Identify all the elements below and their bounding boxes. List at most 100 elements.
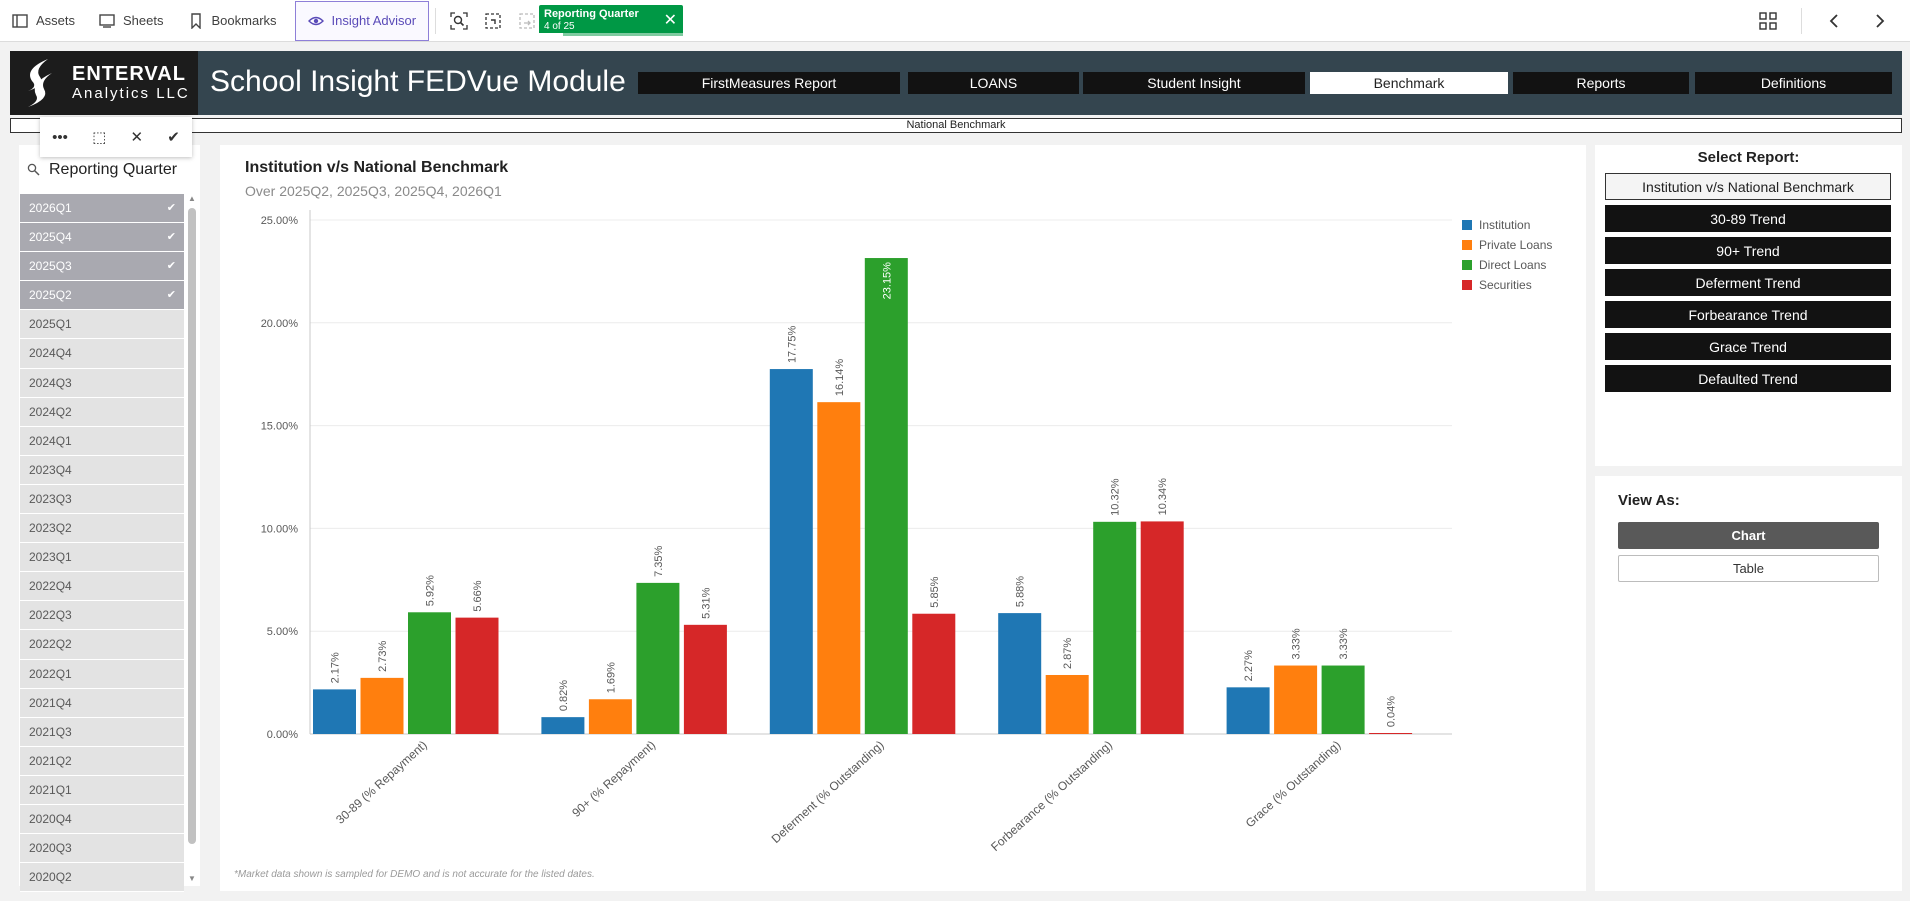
quarter-list: 2026Q1 ✔ 2025Q4 ✔ 2025Q3 ✔ 2025Q2 ✔ 2025Q1 2024Q4… xyxy=(20,194,184,893)
bar-institution xyxy=(1226,687,1270,734)
tab-reports[interactable]: Reports xyxy=(1513,72,1689,94)
view-table-button[interactable]: Table xyxy=(1618,555,1879,582)
quarter-item[interactable]: 2022Q3 xyxy=(20,601,184,631)
scroll-up-icon[interactable]: ▲ xyxy=(188,194,196,203)
bar-institution xyxy=(541,717,585,734)
quarter-item[interactable]: 2024Q3 xyxy=(20,368,184,398)
sheets-icon xyxy=(99,13,115,28)
quarter-label: 2024Q1 xyxy=(29,433,72,448)
filter-scrollbar[interactable]: ▲ ▼ xyxy=(186,194,198,884)
bookmark-icon xyxy=(190,12,201,29)
selection-tool-icon[interactable]: ⬚ xyxy=(92,129,107,146)
quarter-label: 2024Q4 xyxy=(29,346,72,361)
cancel-selection-icon[interactable]: ✕ xyxy=(130,129,144,146)
report-deferment-trend-button[interactable]: Deferment Trend xyxy=(1605,269,1891,296)
smart-search-button[interactable] xyxy=(444,6,474,36)
quarter-label: 2022Q2 xyxy=(29,637,72,652)
select-report-heading: Select Report: xyxy=(1697,149,1800,166)
quarter-item[interactable]: 2021Q3 xyxy=(20,717,184,747)
tab-loans[interactable]: LOANS xyxy=(908,72,1079,94)
previous-sheet-button[interactable] xyxy=(1820,6,1850,36)
search-icon xyxy=(27,163,40,176)
assets-button[interactable]: Assets xyxy=(0,0,87,42)
insight-eye-icon xyxy=(307,16,324,25)
close-icon[interactable]: ✕ xyxy=(663,12,677,29)
legend-label: Institution xyxy=(1479,218,1530,232)
forward-selection-button[interactable] xyxy=(512,6,542,36)
quarter-item[interactable]: 2023Q3 xyxy=(20,484,184,515)
tab-definitions[interactable]: Definitions xyxy=(1695,72,1892,94)
report-defaulted-trend-button[interactable]: Defaulted Trend xyxy=(1605,365,1891,392)
more-options-icon[interactable]: ••• xyxy=(52,128,68,146)
quarter-item[interactable]: 2025Q1 xyxy=(20,310,184,340)
benchmark-chart-panel: 0.00% 5.00% 10.00% 15.00% 20.00% 25.00% 2.17% 2… xyxy=(220,145,1586,891)
report-90-plus-trend-button[interactable]: 90+ Trend xyxy=(1605,237,1891,264)
data-label: 1.69% xyxy=(605,662,617,693)
report-forbearance-trend-button[interactable]: Forbearance Trend xyxy=(1605,301,1891,328)
bar-chart: 0.00% 5.00% 10.00% 15.00% 20.00% 25.00% 2.17% 2… xyxy=(261,210,1552,854)
quarter-item[interactable]: 2022Q1 xyxy=(20,659,184,689)
data-label: 16.14% xyxy=(834,359,846,397)
quarter-item[interactable]: 2021Q1 xyxy=(20,775,184,805)
quarter-label: 2021Q1 xyxy=(29,782,72,797)
toolbar-right xyxy=(1751,0,1910,42)
reporting-quarter-filter: Reporting Quarter 2026Q1 ✔ 2025Q4 ✔ 2025Q3 ✔ 2… xyxy=(19,145,200,893)
quarter-label: 2020Q2 xyxy=(29,870,72,885)
legend-label: Securities xyxy=(1479,278,1532,292)
report-benchmark-button[interactable]: Institution v/s National Benchmark xyxy=(1605,173,1891,200)
quarter-item[interactable]: 2022Q4 xyxy=(20,572,184,602)
quarter-item[interactable]: 2024Q1 xyxy=(20,426,184,456)
quarter-item[interactable]: 2023Q4 xyxy=(20,455,184,485)
report-grace-trend-button[interactable]: Grace Trend xyxy=(1605,333,1891,360)
top-toolbar: Assets Sheets Bookmarks Insight Advisor xyxy=(0,0,1910,42)
data-label: 17.75% xyxy=(786,326,798,364)
confirm-selection-icon[interactable]: ✔ xyxy=(167,129,180,146)
quarter-item[interactable]: 2025Q2 ✔ xyxy=(20,281,184,311)
quarter-label: 2021Q2 xyxy=(29,753,72,768)
next-sheet-button[interactable] xyxy=(1864,6,1894,36)
quarter-item[interactable]: 2023Q2 xyxy=(20,514,184,544)
quarter-item[interactable]: 2024Q4 xyxy=(20,339,184,369)
quarter-label: 2020Q3 xyxy=(29,841,72,856)
chart-subtitle: Over 2025Q2, 2025Q3, 2025Q4, 2026Q1 xyxy=(245,183,502,199)
scroll-down-icon[interactable]: ▼ xyxy=(188,874,196,883)
sheets-button[interactable]: Sheets xyxy=(87,0,175,42)
quarter-item[interactable]: 2021Q4 xyxy=(20,688,184,718)
bar-securities xyxy=(683,624,727,734)
filter-header[interactable]: Reporting Quarter xyxy=(19,157,200,183)
bar-direct-loans xyxy=(636,582,680,734)
tab-firstmeasures-report[interactable]: FirstMeasures Report xyxy=(638,72,900,94)
quarter-label: 2025Q4 xyxy=(29,230,72,245)
quarter-item[interactable]: 2023Q1 xyxy=(20,543,184,573)
bookmarks-button[interactable]: Bookmarks xyxy=(176,0,289,42)
lasso-select-button[interactable] xyxy=(478,6,508,36)
view-chart-button[interactable]: Chart xyxy=(1618,522,1879,549)
data-label: 0.04% xyxy=(1386,696,1398,727)
quarter-item[interactable]: 2020Q2 xyxy=(20,863,184,893)
quarter-item[interactable]: 2021Q2 xyxy=(20,746,184,776)
toolbar-divider-right xyxy=(1801,8,1802,34)
view-as-heading: View As: xyxy=(1618,492,1680,509)
y-tick-label: 20.00% xyxy=(261,318,299,330)
scroll-thumb[interactable] xyxy=(188,208,196,844)
quarter-item[interactable]: 2025Q4 ✔ xyxy=(20,223,184,253)
quarter-item[interactable]: 2026Q1 ✔ xyxy=(20,194,184,224)
selection-chip-reporting-quarter[interactable]: Reporting Quarter 4 of 25 ✕ xyxy=(539,5,683,36)
quarter-label: 2023Q4 xyxy=(29,462,72,477)
logo-line1: ENTERVAL xyxy=(72,63,186,85)
tab-benchmark[interactable]: Benchmark xyxy=(1310,72,1508,94)
legend-label: Private Loans xyxy=(1479,238,1552,252)
quarter-item[interactable]: 2020Q3 xyxy=(20,834,184,864)
quarter-item[interactable]: 2025Q3 ✔ xyxy=(20,252,184,282)
selection-chip-count: 4 of 25 xyxy=(544,21,575,32)
quarter-item[interactable]: 2022Q2 xyxy=(20,630,184,660)
legend-swatch xyxy=(1462,280,1472,290)
insight-advisor-button[interactable]: Insight Advisor xyxy=(294,0,430,41)
tab-student-insight[interactable]: Student Insight xyxy=(1083,72,1305,94)
lasso-select-icon xyxy=(485,12,501,29)
quarter-item[interactable]: 2024Q2 xyxy=(20,397,184,427)
quarter-item[interactable]: 2020Q4 xyxy=(20,804,184,835)
bar-private-loans xyxy=(588,699,632,734)
report-30-89-trend-button[interactable]: 30-89 Trend xyxy=(1605,205,1891,232)
grid-view-button[interactable] xyxy=(1753,6,1783,36)
